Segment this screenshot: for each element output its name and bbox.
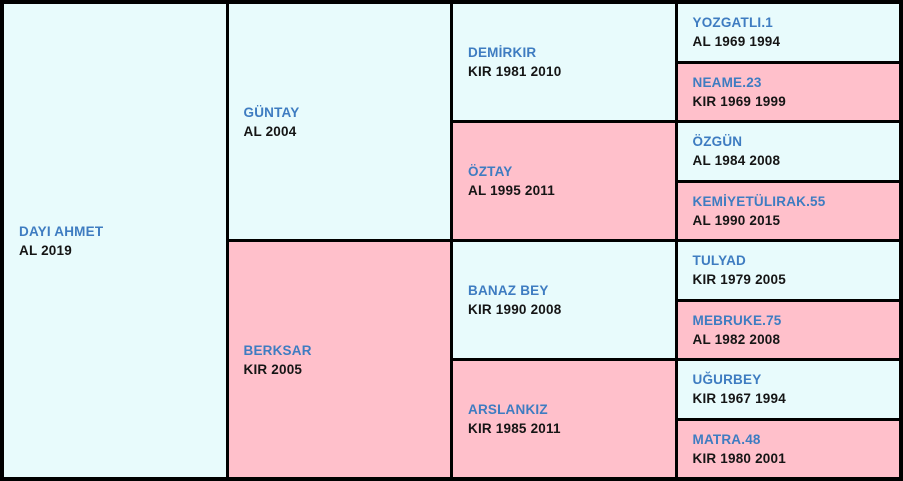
pedigree-cell-great-grandparent: KEMİYETÜLIRAK.55 AL 1990 2015 [677,182,899,239]
horse-name-link[interactable]: ÖZGÜN [692,134,743,150]
horse-details: KIR 2005 [243,361,303,377]
horse-name-link[interactable]: BERKSAR [243,342,312,358]
pedigree-cell-grandsire: BANAZ BEY KIR 1990 2008 [453,242,675,358]
horse-name-link[interactable]: BANAZ BEY [468,283,549,298]
horse-name-link[interactable]: MATRA.48 [692,431,761,447]
pedigree-cell-great-grandparent: YOZGATLI.1 AL 1969 1994 [677,4,899,61]
horse-details: KIR 1985 2011 [468,421,561,436]
pedigree-cell-great-grandparent: ÖZGÜN AL 1984 2008 [677,123,899,180]
pedigree-cell-great-grandparent: MEBRUKE.75 AL 1982 2008 [677,301,899,358]
pedigree-cell-granddam: ARSLANKIZ KIR 1985 2011 [453,361,675,477]
horse-name-link[interactable]: UĞURBEY [692,372,762,388]
pedigree-cell-grandsire: DEMİRKIR KIR 1981 2010 [453,4,675,120]
horse-name-link[interactable]: ARSLANKIZ [468,402,548,417]
horse-name-link[interactable]: KEMİYETÜLIRAK.55 [692,193,826,209]
horse-name-link[interactable]: GÜNTAY [243,104,300,120]
horse-details: KIR 1980 2001 [692,450,786,466]
pedigree-cell-great-grandparent: MATRA.48 KIR 1980 2001 [677,420,899,477]
horse-details: KIR 1969 1999 [692,93,786,109]
horse-name-link[interactable]: TULYAD [692,253,746,269]
pedigree-cell-great-grandparent: UĞURBEY KIR 1967 1994 [677,361,899,418]
pedigree-cell-great-grandparent: NEAME.23 KIR 1969 1999 [677,63,899,120]
horse-name-link[interactable]: NEAME.23 [692,74,762,90]
pedigree-cell-great-grandparent: TULYAD KIR 1979 2005 [677,242,899,299]
horse-details: AL 1995 2011 [468,183,555,198]
pedigree-cell-granddam: ÖZTAY AL 1995 2011 [453,123,675,239]
horse-details: KIR 1990 2008 [468,302,562,317]
horse-name-link[interactable]: YOZGATLI.1 [692,15,774,31]
horse-details: KIR 1967 1994 [692,391,786,407]
pedigree-cell-root: DAYI AHMET AL 2019 [4,4,226,477]
horse-details: AL 2019 [19,242,72,258]
horse-name-link[interactable]: DEMİRKIR [468,45,537,60]
horse-details: KIR 1981 2010 [468,64,562,79]
horse-details: AL 1982 2008 [692,331,781,347]
horse-name-link[interactable]: DAYI AHMET [19,223,104,239]
pedigree-cell-dam: BERKSAR KIR 2005 [228,242,450,477]
horse-details: KIR 1979 2005 [692,272,786,288]
horse-details: AL 2004 [243,123,297,139]
horse-name-link[interactable]: ÖZTAY [468,164,513,179]
horse-name-link[interactable]: MEBRUKE.75 [692,312,782,328]
horse-details: AL 1990 2015 [692,212,781,228]
pedigree-cell-sire: GÜNTAY AL 2004 [228,4,450,239]
horse-details: AL 1969 1994 [692,34,781,50]
horse-details: AL 1984 2008 [692,153,781,169]
